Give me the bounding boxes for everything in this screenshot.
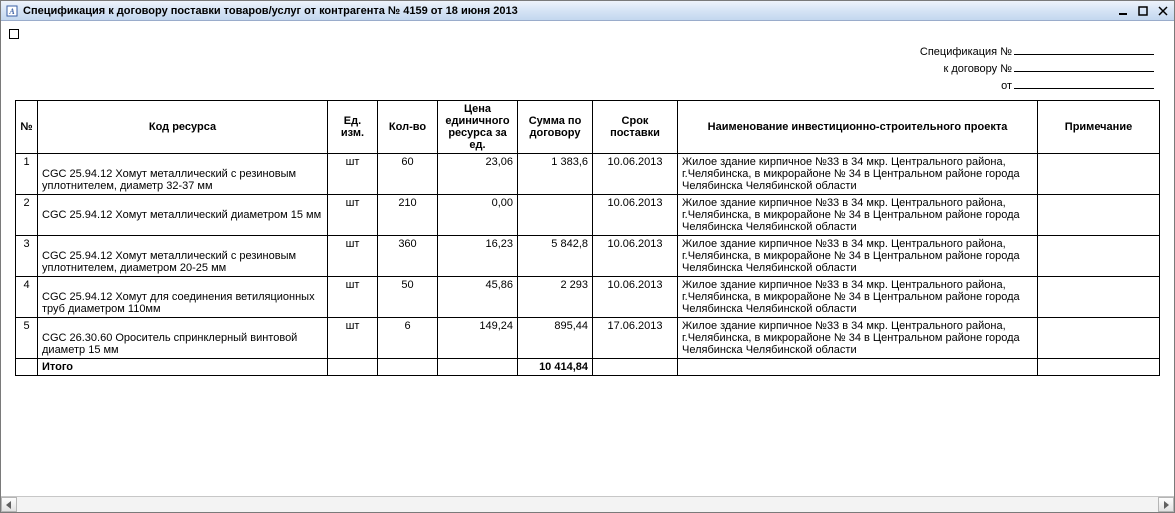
minimize-button[interactable]: [1116, 4, 1130, 18]
cell-qty: [378, 359, 438, 376]
cell-code: CGC 25.94.12 Хомут для соединения ветиля…: [38, 277, 328, 318]
cell-price: 45,86: [438, 277, 518, 318]
window-title: Спецификация к договору поставки товаров…: [23, 5, 1116, 17]
cell-note: [1038, 277, 1160, 318]
table-row: 3CGC 25.94.12 Хомут металлический с рези…: [16, 236, 1160, 277]
cell-unit: шт: [328, 236, 378, 277]
document-header: Спецификация № к договору № от: [3, 43, 1154, 94]
col-header-sum: Сумма по договору: [518, 101, 593, 154]
cell-qty: 6: [378, 318, 438, 359]
cell-date: 10.06.2013: [593, 195, 678, 236]
col-header-note: Примечание: [1038, 101, 1160, 154]
contract-number-label: к договору №: [944, 63, 1012, 75]
spec-number-label: Спецификация №: [920, 46, 1012, 58]
specification-table: № Код ресурса Ед. изм. Кол-во Цена едини…: [15, 100, 1160, 376]
cell-qty: 210: [378, 195, 438, 236]
cell-date: 10.06.2013: [593, 277, 678, 318]
cell-date: 17.06.2013: [593, 318, 678, 359]
cell-unit: шт: [328, 277, 378, 318]
cell-qty: 360: [378, 236, 438, 277]
cell-note: [1038, 195, 1160, 236]
cell-num: 5: [16, 318, 38, 359]
cell-sum: 1 383,6: [518, 154, 593, 195]
cell-unit: шт: [328, 195, 378, 236]
cell-project: [678, 359, 1038, 376]
cell-date: 10.06.2013: [593, 154, 678, 195]
table-row: 5CGC 26.30.60 Ороситель спринклерный вин…: [16, 318, 1160, 359]
total-sum: 10 414,84: [518, 359, 593, 376]
col-header-price: Цена единичного ресурса за ед.: [438, 101, 518, 154]
cell-num: [16, 359, 38, 376]
cell-project: Жилое здание кирпичное №33 в 34 мкр. Цен…: [678, 318, 1038, 359]
maximize-button[interactable]: [1136, 4, 1150, 18]
total-label: Итого: [38, 359, 328, 376]
scroll-right-button[interactable]: [1158, 497, 1174, 512]
titlebar[interactable]: A Спецификация к договору поставки товар…: [1, 1, 1174, 21]
document-page: Спецификация № к договору № от № Код: [1, 21, 1174, 378]
cell-price: 23,06: [438, 154, 518, 195]
scroll-left-button[interactable]: [1, 497, 17, 512]
cell-price: 16,23: [438, 236, 518, 277]
cell-num: 1: [16, 154, 38, 195]
cell-note: [1038, 236, 1160, 277]
cell-code: CGC 25.94.12 Хомут металлический диаметр…: [38, 195, 328, 236]
horizontal-scrollbar[interactable]: [1, 496, 1174, 512]
cell-qty: 60: [378, 154, 438, 195]
from-date-label: от: [1001, 80, 1012, 92]
col-header-code: Код ресурса: [38, 101, 328, 154]
table-header-row: № Код ресурса Ед. изм. Кол-во Цена едини…: [16, 101, 1160, 154]
cell-unit: шт: [328, 318, 378, 359]
app-icon: A: [5, 4, 19, 18]
close-button[interactable]: [1156, 4, 1170, 18]
cell-project: Жилое здание кирпичное №33 в 34 мкр. Цен…: [678, 236, 1038, 277]
cell-unit: [328, 359, 378, 376]
cell-note: [1038, 359, 1160, 376]
cell-note: [1038, 154, 1160, 195]
cell-num: 2: [16, 195, 38, 236]
cell-sum: 5 842,8: [518, 236, 593, 277]
cell-sum: 2 293: [518, 277, 593, 318]
scroll-track[interactable]: [17, 497, 1158, 512]
table-row: 1CGC 25.94.12 Хомут металлический с рези…: [16, 154, 1160, 195]
cell-sum: [518, 195, 593, 236]
cell-project: Жилое здание кирпичное №33 в 34 мкр. Цен…: [678, 277, 1038, 318]
table-total-row: Итого 10 414,84: [16, 359, 1160, 376]
window-frame: A Спецификация к договору поставки товар…: [0, 0, 1175, 513]
spec-number-field: [1014, 43, 1154, 55]
cell-sum: 895,44: [518, 318, 593, 359]
from-date-field: [1014, 77, 1154, 89]
cell-project: Жилое здание кирпичное №33 в 34 мкр. Цен…: [678, 154, 1038, 195]
cell-num: 3: [16, 236, 38, 277]
cell-project: Жилое здание кирпичное №33 в 34 мкр. Цен…: [678, 195, 1038, 236]
table-row: 4CGC 25.94.12 Хомут для соединения ветил…: [16, 277, 1160, 318]
cell-date: 10.06.2013: [593, 236, 678, 277]
cell-price: 0,00: [438, 195, 518, 236]
col-header-unit: Ед. изм.: [328, 101, 378, 154]
cell-unit: шт: [328, 154, 378, 195]
col-header-project: Наименование инвестиционно-строительного…: [678, 101, 1038, 154]
cell-price: [438, 359, 518, 376]
cell-date: [593, 359, 678, 376]
col-header-date: Срок поставки: [593, 101, 678, 154]
cell-code: CGC 26.30.60 Ороситель спринклерный винт…: [38, 318, 328, 359]
cell-note: [1038, 318, 1160, 359]
page-marker: [9, 29, 19, 39]
cell-code: CGC 25.94.12 Хомут металлический с резин…: [38, 236, 328, 277]
cell-qty: 50: [378, 277, 438, 318]
table-row: 2CGC 25.94.12 Хомут металлический диамет…: [16, 195, 1160, 236]
col-header-num: №: [16, 101, 38, 154]
cell-code: CGC 25.94.12 Хомут металлический с резин…: [38, 154, 328, 195]
content-area: Спецификация № к договору № от № Код: [1, 21, 1174, 496]
col-header-qty: Кол-во: [378, 101, 438, 154]
cell-price: 149,24: [438, 318, 518, 359]
svg-text:A: A: [8, 7, 15, 16]
contract-number-field: [1014, 60, 1154, 72]
cell-num: 4: [16, 277, 38, 318]
